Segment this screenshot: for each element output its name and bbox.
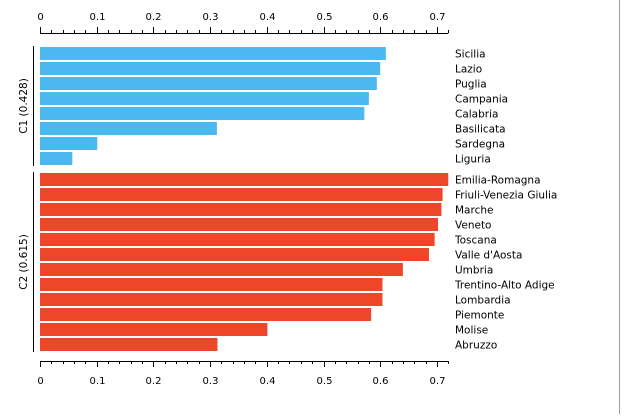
- category-label: Toscana: [454, 235, 497, 247]
- x-tick-label: 0.2: [146, 376, 162, 387]
- x-tick-label: 0.4: [260, 12, 276, 23]
- x-tick-label: 0.3: [203, 376, 219, 387]
- bar: [40, 62, 381, 75]
- category-label: Liguria: [455, 154, 491, 166]
- bar: [40, 122, 217, 135]
- bar: [40, 92, 369, 105]
- bar: [40, 107, 365, 120]
- bar: [40, 248, 429, 261]
- bar: [40, 308, 372, 321]
- bar: [40, 278, 383, 291]
- category-label: Trentino-Alto Adige: [454, 280, 555, 292]
- x-tick-label: 0.6: [373, 376, 389, 387]
- x-tick-label: 0.1: [90, 12, 106, 23]
- category-label: Basilicata: [455, 124, 506, 136]
- category-label: Lombardia: [455, 295, 511, 307]
- bar: [40, 173, 449, 186]
- bar-groups: C1 (0.428) Sicilia Lazio Puglia Campania Cala…: [18, 46, 557, 352]
- bar: [40, 218, 439, 231]
- category-label: Veneto: [455, 220, 491, 232]
- x-tick-label: 0.6: [373, 12, 389, 23]
- bar: [40, 233, 435, 246]
- category-label: Emilia-Romagna: [455, 175, 541, 187]
- category-label: Umbria: [455, 265, 493, 277]
- category-label: Piemonte: [455, 310, 504, 322]
- bar: [40, 203, 442, 216]
- category-label: Lazio: [455, 64, 482, 76]
- category-label: Campania: [455, 94, 508, 106]
- x-tick-label: 0: [37, 12, 43, 23]
- x-tick-label: 0.7: [430, 12, 446, 23]
- category-label: Abruzzo: [455, 340, 497, 352]
- bottom-x-axis: 0 0.1 0.2 0.3 0.4 0.5 0.6 0.7: [37, 361, 449, 387]
- top-x-axis: 0 0.1 0.2 0.3 0.4 0.5 0.6 0.7: [37, 12, 449, 34]
- bar: [40, 323, 268, 336]
- x-tick-label: 0.7: [430, 376, 446, 387]
- bar: [40, 338, 218, 351]
- x-tick-label: 0.5: [317, 12, 333, 23]
- x-tick-label: 0: [37, 376, 43, 387]
- category-label: Marche: [455, 205, 493, 217]
- x-tick-label: 0.2: [146, 12, 162, 23]
- bar-group: C2 (0.615) Emilia-Romagna Friuli-Venezia G…: [18, 172, 557, 352]
- x-tick-label: 0.5: [317, 376, 333, 387]
- category-label: Valle d'Aosta: [455, 250, 522, 262]
- bar: [40, 188, 443, 201]
- group-label: C2 (0.615): [18, 234, 30, 290]
- category-label: Puglia: [455, 79, 487, 91]
- category-label: Molise: [455, 325, 488, 337]
- category-label: Friuli-Venezia Giulia: [455, 190, 557, 202]
- x-tick-label: 0.1: [90, 376, 106, 387]
- bar: [40, 263, 403, 276]
- bar: [40, 47, 386, 60]
- bar: [40, 152, 73, 165]
- x-tick-label: 0.3: [203, 12, 219, 23]
- bar: [40, 77, 377, 90]
- category-label: Sardegna: [455, 139, 505, 151]
- group-label: C1 (0.428): [18, 78, 30, 134]
- category-label: Sicilia: [455, 49, 486, 61]
- bar: [40, 137, 98, 150]
- bar-group: C1 (0.428) Sicilia Lazio Puglia Campania Cala…: [18, 46, 508, 166]
- bar: [40, 293, 383, 306]
- category-label: Calabria: [455, 109, 498, 121]
- x-tick-label: 0.4: [260, 376, 276, 387]
